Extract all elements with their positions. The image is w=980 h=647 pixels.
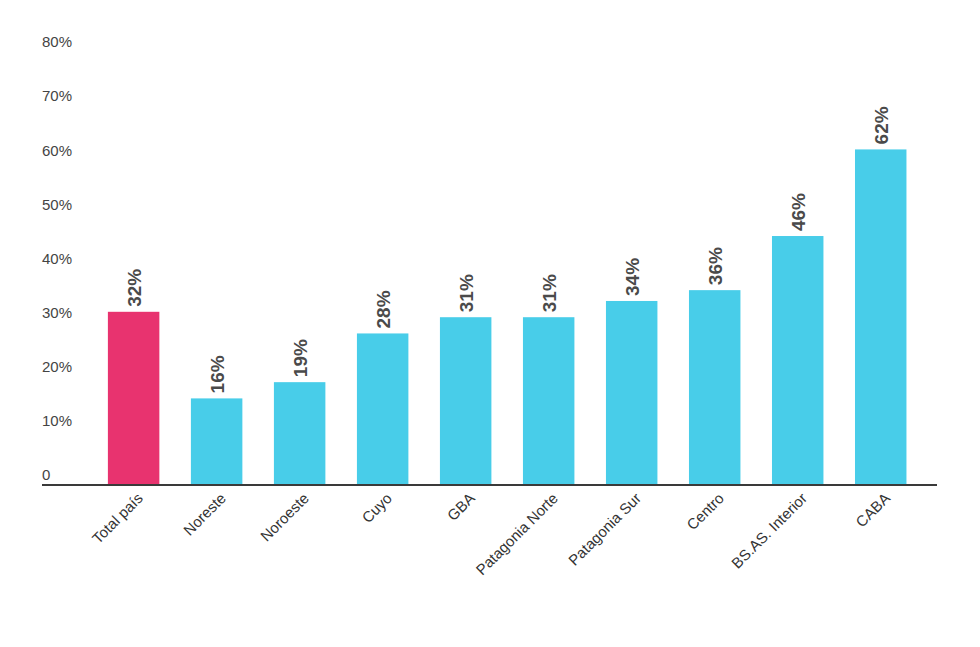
x-tick-label: Patagonia Norte [472,489,561,578]
x-tick: Cuyo [358,485,395,526]
x-tick: Patagonia Norte [472,485,561,578]
bar [191,398,242,485]
y-tick-label: 0 [42,466,50,483]
x-tick-label: BS.AS. Interior [728,489,810,571]
y-tick-label: 60% [42,142,72,159]
y-tick: 60% [42,142,72,161]
y-tick: 70% [42,87,72,106]
x-tick: BS.AS. Interior [728,485,810,572]
data-label: 32% [124,269,145,307]
y-tick-label: 40% [42,250,72,267]
y-tick-label: 20% [42,358,72,375]
data-label: 62% [871,106,892,144]
data-label: 34% [622,258,643,296]
x-tick-label: Cuyo [358,489,395,526]
y-tick-label: 50% [42,196,72,213]
data-label: 16% [207,355,228,393]
data-label: 36% [705,247,726,285]
y-tick: 40% [42,250,72,269]
bar [772,236,823,485]
y-tick-label: 10% [42,412,72,429]
y-tick: 0 [42,466,50,485]
y-axis: 0 10% 20% 30% 40% 50% 60% 70% 80% [42,33,72,485]
bar [606,301,657,485]
bar [108,312,159,485]
y-tick: 10% [42,412,72,431]
bar [689,290,740,485]
x-tick: Noroeste [257,485,312,544]
bar [523,317,574,485]
y-tick: 80% [42,33,72,52]
data-label: 31% [539,274,560,312]
x-tick-label: Centro [683,489,727,533]
data-label: 19% [290,339,311,377]
y-tick-label: 30% [42,304,72,321]
x-tick-label: Patagonia Sur [565,489,644,568]
x-tick: Total país [89,485,146,547]
x-axis: Total paísNoresteNoroesteCuyoGBAPatagoni… [42,485,937,578]
y-tick: 30% [42,304,72,323]
bar [440,317,491,485]
x-tick: Centro [683,485,727,533]
x-tick-label: Total país [89,489,146,546]
bar [855,149,906,485]
data-label: 46% [788,193,809,231]
y-tick-label: 70% [42,87,72,104]
x-tick: Noreste [180,485,229,539]
data-label: 28% [373,290,394,328]
x-tick: CABA [852,485,893,530]
y-tick: 50% [42,196,72,215]
y-tick-label: 80% [42,33,72,50]
x-tick: Patagonia Sur [565,485,644,569]
chart: 0 10% 20% 30% 40% 50% 60% 70% 80% Total país Nores… [0,0,980,647]
x-tick-label: Noreste [180,489,229,538]
x-tick: GBA [444,485,478,524]
bar [274,382,325,485]
bar [357,333,408,485]
data-label: 31% [456,274,477,312]
bars [108,149,907,485]
data-labels: 32% 16% 19% 28% 31% 31% 34% 36% 46% 62% [124,106,892,393]
y-tick: 20% [42,358,72,377]
x-axis-line [42,484,937,486]
x-tick-label: GBA [444,489,478,523]
x-tick-label: CABA [852,489,893,530]
x-tick-label: Noroeste [257,489,312,544]
